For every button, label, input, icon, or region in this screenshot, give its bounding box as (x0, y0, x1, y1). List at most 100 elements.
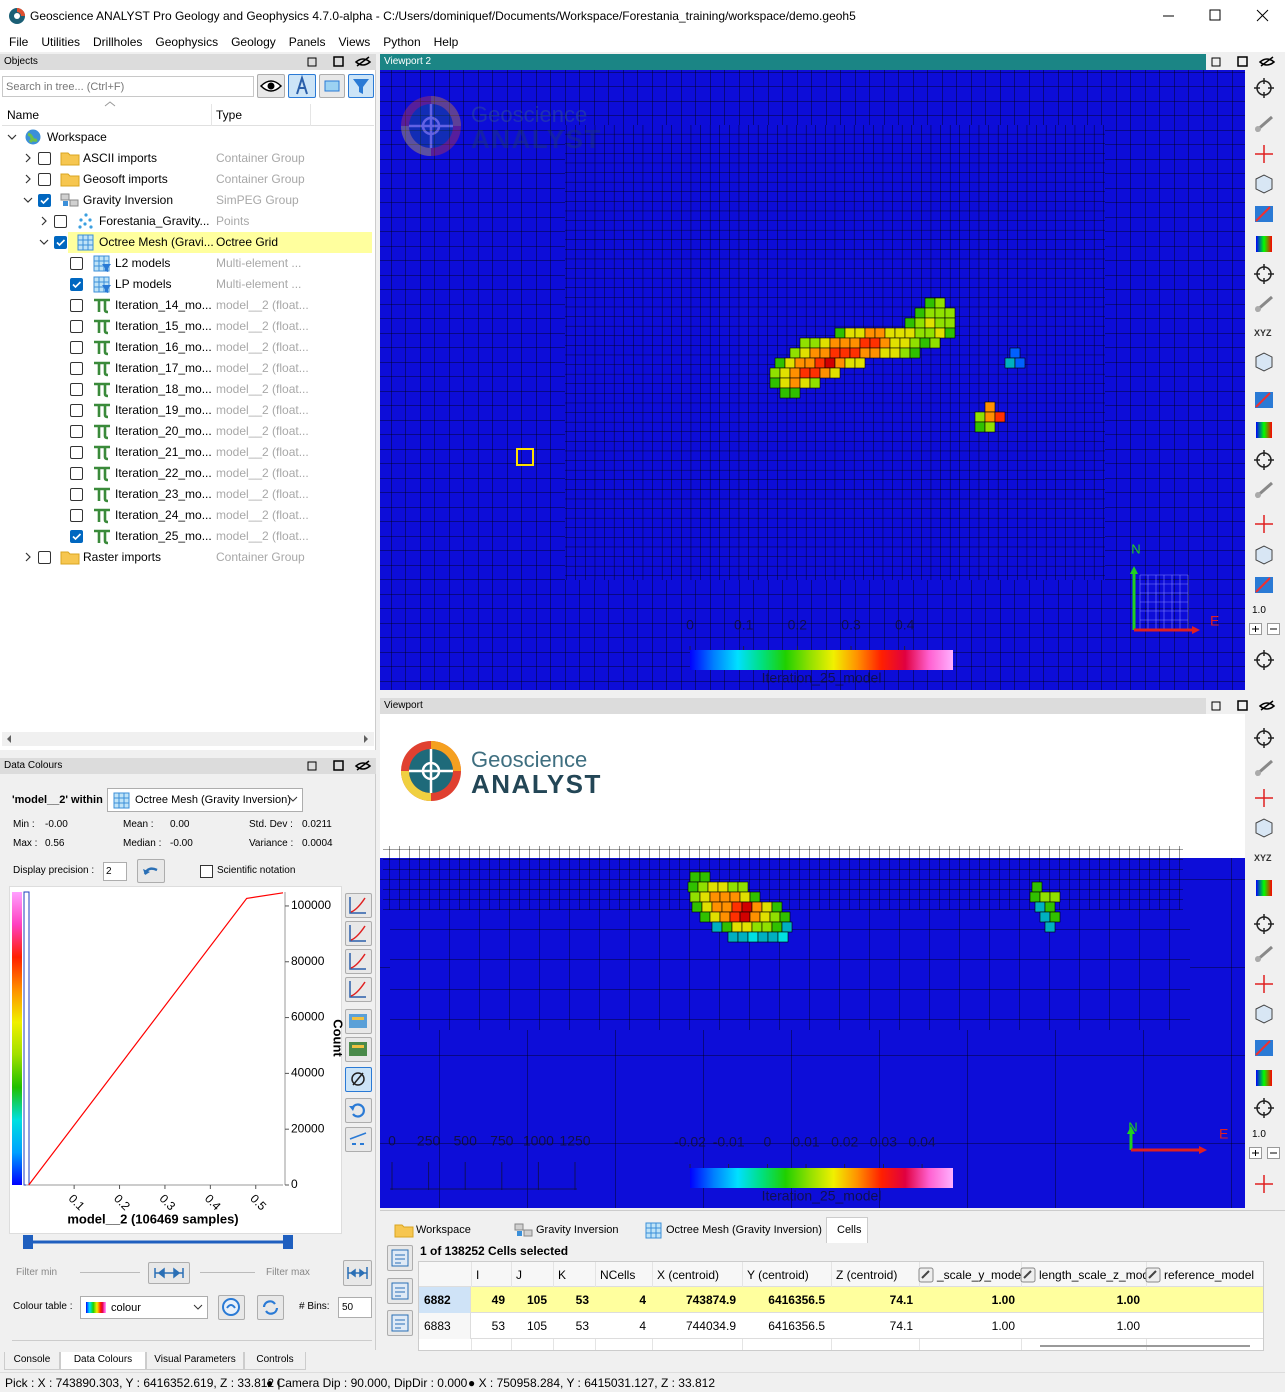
button[interactable] (1250, 417, 1278, 443)
button[interactable] (1250, 1065, 1278, 1091)
button[interactable] (1250, 291, 1278, 317)
menu-item[interactable]: Python (383, 35, 421, 49)
menu-item[interactable]: Geology (231, 35, 276, 49)
button[interactable] (345, 977, 372, 1002)
button[interactable] (387, 1278, 413, 1304)
checkbox[interactable] (70, 467, 83, 480)
table-tab[interactable]: Workspace (388, 1217, 480, 1243)
button[interactable]: XYZ (1250, 845, 1278, 871)
button[interactable] (1250, 75, 1278, 101)
button[interactable] (1250, 201, 1278, 227)
button[interactable] (1250, 815, 1278, 841)
button[interactable] (1250, 1035, 1278, 1061)
checkbox[interactable] (70, 383, 83, 396)
button[interactable] (1250, 875, 1278, 901)
button[interactable] (345, 1037, 372, 1062)
checkbox[interactable] (200, 865, 213, 878)
button[interactable] (1250, 387, 1278, 413)
menu-item[interactable]: Panels (288, 35, 326, 49)
bottom-tab[interactable]: Data Colours (60, 1352, 146, 1370)
checkbox[interactable] (38, 152, 51, 165)
search-box[interactable]: Search in tree... (Ctrl+F) (2, 76, 254, 97)
checkbox[interactable] (70, 278, 83, 291)
checkbox[interactable] (70, 362, 83, 375)
button[interactable] (1250, 349, 1278, 375)
button[interactable] (1250, 231, 1278, 257)
object-combo[interactable]: Octree Mesh (Gravity Inversion) (107, 788, 303, 812)
filter-max-input[interactable]: Filter max (262, 1263, 332, 1283)
button[interactable] (1250, 511, 1278, 537)
filter-min-input[interactable]: Filter min (12, 1263, 72, 1283)
menu-item[interactable]: Utilities (41, 35, 81, 49)
bottom-tab[interactable]: Controls (244, 1352, 306, 1370)
button[interactable] (387, 1245, 413, 1271)
precision-spinbox[interactable]: 2 (103, 862, 127, 881)
button[interactable] (1250, 911, 1278, 937)
button[interactable] (1250, 171, 1278, 197)
checkbox[interactable] (70, 341, 83, 354)
button[interactable] (345, 1098, 372, 1123)
button[interactable] (1250, 1001, 1278, 1027)
button[interactable] (1250, 477, 1278, 503)
table-row[interactable] (419, 1313, 1263, 1339)
menu-item[interactable]: Help (433, 35, 459, 49)
button[interactable] (1250, 141, 1278, 167)
menu-item[interactable]: Geophysics (155, 35, 219, 49)
button[interactable] (288, 74, 316, 98)
checkbox[interactable] (54, 215, 67, 228)
button[interactable] (1250, 941, 1278, 967)
button[interactable] (1250, 785, 1278, 811)
checkbox[interactable] (70, 299, 83, 312)
button[interactable] (257, 74, 285, 98)
button[interactable] (1250, 1095, 1278, 1121)
checkbox[interactable] (38, 173, 51, 186)
button[interactable] (345, 893, 372, 918)
checkbox[interactable] (70, 530, 83, 543)
table-tab[interactable]: Cells (826, 1217, 868, 1243)
button[interactable] (1250, 725, 1278, 751)
button[interactable] (1250, 572, 1278, 598)
button[interactable] (387, 1310, 413, 1336)
button[interactable] (1250, 647, 1278, 673)
button[interactable] (218, 1295, 245, 1320)
checkbox[interactable] (70, 404, 83, 417)
button[interactable] (137, 859, 165, 883)
button[interactable] (257, 1295, 284, 1320)
checkbox[interactable] (54, 236, 67, 249)
button[interactable] (1250, 111, 1278, 137)
button[interactable] (1250, 542, 1278, 568)
bottom-tab[interactable]: Visual Parameters (146, 1352, 244, 1370)
checkbox[interactable] (70, 425, 83, 438)
button[interactable] (348, 74, 374, 98)
checkbox[interactable] (70, 320, 83, 333)
menu-item[interactable]: Views (338, 35, 371, 49)
button[interactable] (345, 1009, 372, 1034)
menu-item[interactable]: Drillholes (93, 35, 143, 49)
bottom-tab[interactable]: Console (4, 1352, 60, 1370)
button[interactable] (345, 949, 372, 974)
button[interactable] (1250, 261, 1278, 287)
checkbox[interactable] (38, 551, 51, 564)
checkbox[interactable] (70, 446, 83, 459)
button[interactable] (148, 1262, 190, 1284)
button[interactable] (319, 74, 345, 98)
table-tab[interactable]: Octree Mesh (Gravity Inversion) (638, 1217, 824, 1243)
button[interactable] (1250, 971, 1278, 997)
checkbox[interactable] (70, 488, 83, 501)
button[interactable] (345, 1127, 372, 1152)
button[interactable] (345, 1067, 372, 1092)
checkbox[interactable] (70, 509, 83, 522)
button[interactable] (345, 921, 372, 946)
table-tab[interactable]: Gravity Inversion (508, 1217, 632, 1243)
button[interactable] (1250, 755, 1278, 781)
bins-spinbox[interactable]: 50 (338, 1297, 372, 1318)
checkbox[interactable] (70, 257, 83, 270)
button[interactable] (1250, 447, 1278, 473)
checkbox[interactable] (38, 194, 51, 207)
button[interactable] (343, 1260, 372, 1286)
selected-row[interactable] (419, 1287, 1263, 1313)
button[interactable] (1250, 1171, 1278, 1197)
button[interactable]: XYZ (1250, 320, 1278, 346)
menu-item[interactable]: File (9, 35, 29, 49)
colour-table-combo[interactable]: colour (80, 1296, 208, 1319)
